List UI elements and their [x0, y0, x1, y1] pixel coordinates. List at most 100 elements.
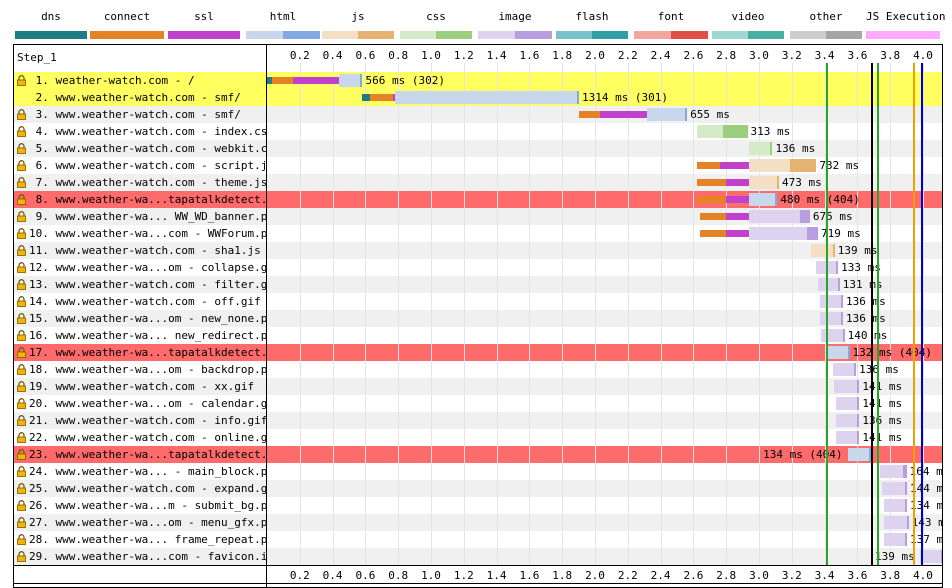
table-row[interactable]: [14, 225, 942, 242]
request-label[interactable]: 7. www.weather-watch.com - theme.js: [14, 174, 266, 191]
table-row[interactable]: [14, 344, 942, 361]
request-url: 2. www.weather-watch.com - smf/: [29, 91, 241, 104]
request-label[interactable]: 17. www.weather-wa...tapatalkdetect.js: [14, 344, 266, 361]
legend-item-video: video: [712, 0, 784, 42]
table-row[interactable]: [14, 191, 942, 208]
request-label[interactable]: 12. www.weather-wa...om - collapse.gif: [14, 259, 266, 276]
legend-swatch-dark: [515, 31, 552, 39]
request-label[interactable]: 23. www.weather-wa...tapatalkdetect.js: [14, 446, 266, 463]
table-row[interactable]: [14, 242, 942, 259]
request-label[interactable]: 8. www.weather-wa...tapatalkdetect.js: [14, 191, 266, 208]
timing-label: 566 ms (302): [365, 74, 445, 87]
table-row[interactable]: [14, 548, 942, 565]
request-label[interactable]: 13. www.weather-watch.com - filter.gif: [14, 276, 266, 293]
request-url: 29. www.weather-wa...com - favicon.ico: [29, 550, 266, 563]
bar-download: [941, 550, 942, 563]
request-label[interactable]: 3. www.weather-watch.com - smf/: [14, 106, 266, 123]
table-row[interactable]: [14, 463, 942, 480]
bar-ttfb: [832, 363, 855, 376]
table-row[interactable]: [14, 480, 942, 497]
axis-tick-label: 2.8: [716, 49, 737, 62]
table-row[interactable]: [14, 174, 942, 191]
request-label[interactable]: 4. www.weather-watch.com - index.css: [14, 123, 266, 140]
request-label[interactable]: 18. www.weather-wa...om - backdrop.png: [14, 361, 266, 378]
request-label[interactable]: 14. www.weather-watch.com - off.gif: [14, 293, 266, 310]
axis-tick-label-bottom: 2.0: [585, 569, 605, 582]
request-label[interactable]: 19. www.weather-watch.com - xx.gif: [14, 378, 266, 395]
timing-label: 164 ms: [909, 465, 943, 478]
bar-ttfb: [880, 465, 904, 478]
lock-icon: [17, 159, 26, 171]
table-row[interactable]: [14, 310, 942, 327]
request-label[interactable]: 25. www.weather-watch.com - expand.gif: [14, 480, 266, 497]
axis-tick-label-bottom: 1.6: [519, 569, 540, 582]
legend-swatch-light: [556, 31, 592, 39]
table-row[interactable]: [14, 208, 942, 225]
bar-ttfb: [819, 312, 841, 325]
legend-item-connect: connect: [90, 0, 164, 42]
request-label[interactable]: 16. www.weather-wa... new_redirect.png: [14, 327, 266, 344]
timing-label: 732 ms: [819, 159, 860, 172]
table-row[interactable]: [14, 412, 942, 429]
axis-tick-label: 2.6: [683, 49, 704, 62]
table-row[interactable]: [14, 514, 942, 531]
request-label[interactable]: 10. www.weather-wa...com - WWForum.png: [14, 225, 266, 242]
legend-label: video: [731, 10, 765, 23]
table-row[interactable]: [14, 531, 942, 548]
legend-swatch-dark: [204, 31, 240, 39]
table-row[interactable]: [14, 72, 942, 89]
bar-ttfb: [749, 176, 778, 189]
gridline: [332, 63, 334, 565]
gridline: [529, 63, 531, 565]
bar-ttfb: [836, 431, 858, 444]
request-label[interactable]: 9. www.weather-wa... WW_WD_banner.png: [14, 208, 266, 225]
table-row[interactable]: [14, 361, 942, 378]
request-label[interactable]: 28. www.weather-wa... frame_repeat.png: [14, 531, 266, 548]
request-label[interactable]: 5. www.weather-watch.com - webkit.css: [14, 140, 266, 157]
gridline: [562, 63, 564, 565]
request-url: 20. www.weather-wa...om - calendar.gif: [29, 397, 266, 410]
bar-download: [854, 363, 857, 376]
bar-download: [857, 414, 860, 427]
axis-tick-label: 4.0: [913, 49, 933, 62]
request-label[interactable]: 26. www.weather-wa...m - submit_bg.png: [14, 497, 266, 514]
table-row[interactable]: [14, 106, 942, 123]
request-label[interactable]: 21. www.weather-watch.com - info.gif: [14, 412, 266, 429]
request-label[interactable]: 24. www.weather-wa... - main_block.png: [14, 463, 266, 480]
request-url: 13. www.weather-watch.com - filter.gif: [29, 278, 266, 291]
table-row[interactable]: [14, 446, 942, 463]
table-row[interactable]: [14, 276, 942, 293]
legend-swatch-dark: [283, 31, 320, 39]
legend-swatch-light: [322, 31, 358, 39]
legend-label: connect: [103, 10, 151, 23]
request-label[interactable]: 22. www.weather-watch.com - online.gif: [14, 429, 266, 446]
lock-icon: [17, 176, 26, 188]
table-row[interactable]: [14, 293, 942, 310]
bar-ttfb: [919, 550, 942, 563]
legend-swatch-dark: [127, 31, 164, 39]
axis-tick-label-bottom: 2.2: [617, 569, 638, 582]
table-row[interactable]: [14, 259, 942, 276]
request-label[interactable]: 29. www.weather-wa...com - favicon.ico: [14, 548, 266, 565]
lock-icon: [17, 465, 26, 477]
request-label[interactable]: 2. www.weather-watch.com - smf/: [14, 89, 266, 106]
request-label[interactable]: 27. www.weather-wa...om - menu_gfx.png: [14, 514, 266, 531]
timing-label: 136 ms: [775, 142, 816, 155]
bar-ttfb: [749, 227, 807, 240]
table-row[interactable]: [14, 157, 942, 174]
table-row[interactable]: [14, 395, 942, 412]
table-row[interactable]: [14, 327, 942, 344]
table-row[interactable]: [14, 140, 942, 157]
gridline: [627, 63, 629, 565]
table-row[interactable]: [14, 378, 942, 395]
request-label[interactable]: 1. weather-watch.com - /: [14, 72, 266, 89]
request-label[interactable]: 6. www.weather-watch.com - script.js: [14, 157, 266, 174]
request-label[interactable]: 20. www.weather-wa...om - calendar.gif: [14, 395, 266, 412]
request-label[interactable]: 11. www.weather-watch.com - sha1.js: [14, 242, 266, 259]
bar-download: [576, 91, 579, 104]
table-row[interactable]: [14, 497, 942, 514]
timing-label: 136 ms: [862, 414, 903, 427]
request-label[interactable]: 15. www.weather-wa...om - new_none.png: [14, 310, 266, 327]
lock-icon: [17, 193, 26, 205]
table-row[interactable]: [14, 429, 942, 446]
